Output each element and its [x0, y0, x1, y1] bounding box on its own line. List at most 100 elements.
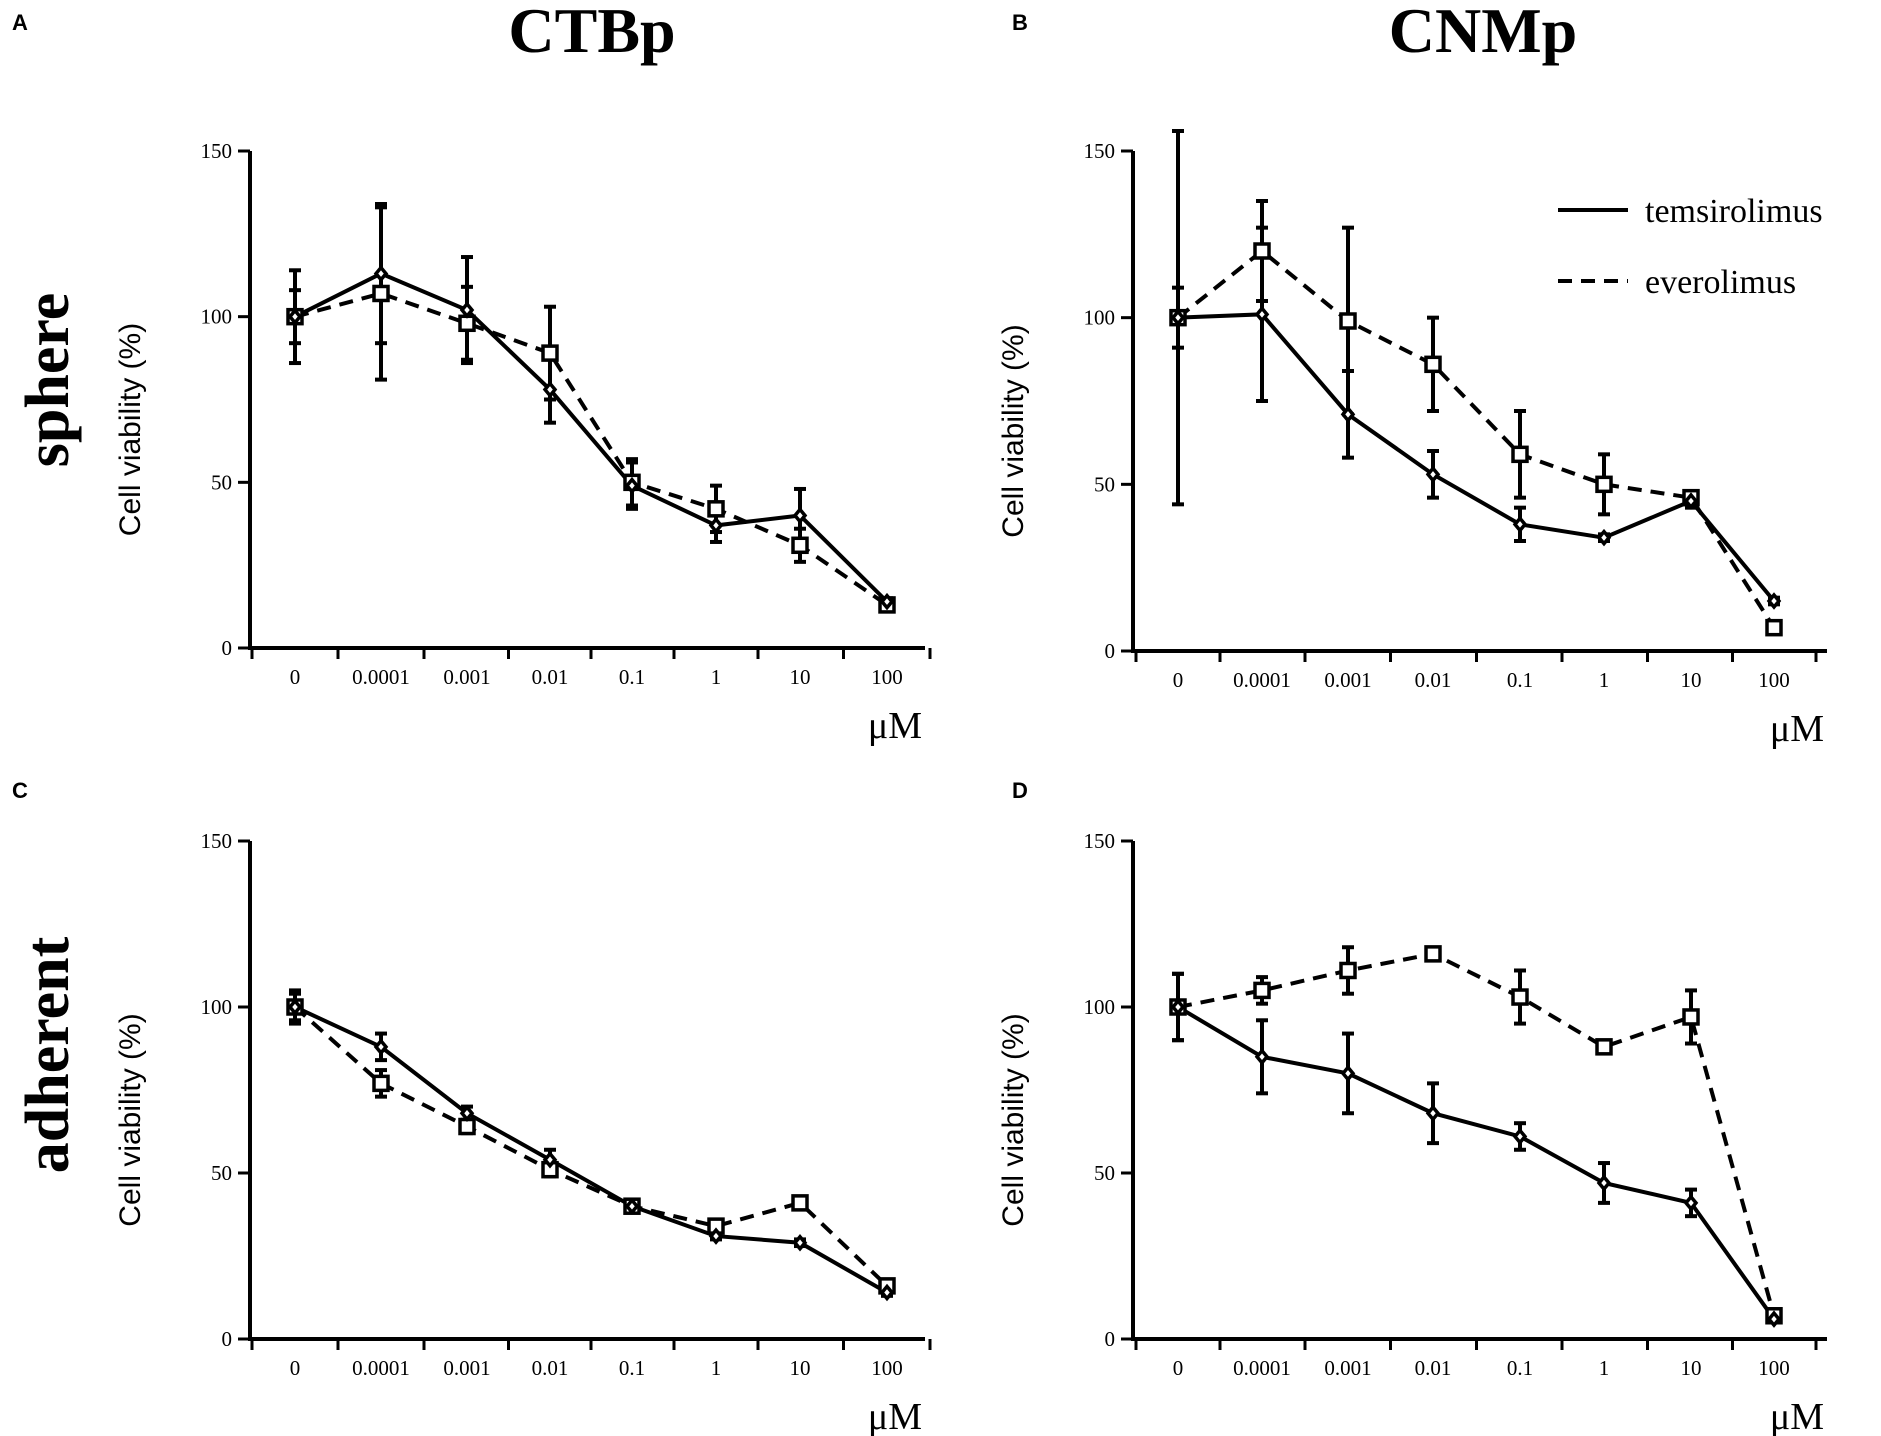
temsirolimus-point — [1340, 405, 1356, 424]
temsirolimus-point — [1512, 515, 1528, 534]
temsirolimus-point — [1170, 998, 1186, 1016]
x-tick-label: 0.001 — [443, 665, 490, 689]
y-tick-label: 100 — [201, 305, 233, 329]
row-label-adherent: adherent — [14, 936, 82, 1173]
y-tick-label: 0 — [222, 1327, 233, 1351]
x-tick-label: 100 — [871, 665, 903, 689]
y-tick-label: 150 — [1084, 139, 1116, 163]
x-tick-label: 0.0001 — [352, 1356, 410, 1380]
legend: temsirolimus everolimus — [1558, 193, 1823, 301]
everolimus-point — [1595, 1038, 1613, 1056]
x-tick-label: 10 — [1681, 668, 1702, 692]
y-tick-label: 50 — [1094, 1161, 1115, 1185]
everolimus-point — [1424, 355, 1442, 374]
y-tick-label: 150 — [1084, 829, 1116, 853]
x-tick-label: 0.1 — [1507, 1356, 1533, 1380]
y-axis-label: Cell viability (%) — [114, 1013, 147, 1226]
x-tick-label: 0.1 — [619, 1356, 645, 1380]
y-tick-label: 150 — [201, 139, 233, 163]
x-tick-label: 0.01 — [1415, 668, 1452, 692]
x-tick-label: 1 — [711, 1356, 722, 1380]
everolimus-point — [791, 1194, 809, 1212]
x-tick-label: 100 — [1758, 1356, 1790, 1380]
temsirolimus-point — [542, 1150, 558, 1169]
temsirolimus-point — [1766, 592, 1782, 610]
everolimus-point — [1424, 945, 1442, 963]
panel-letter: A — [12, 10, 28, 35]
y-tick-label: 0 — [1105, 639, 1116, 663]
y-tick-label: 100 — [1084, 306, 1116, 330]
x-tick-label: 1 — [711, 665, 722, 689]
x-tick-label: 0.0001 — [352, 665, 410, 689]
temsirolimus-point — [1425, 465, 1441, 484]
everolimus-point — [1682, 1008, 1700, 1026]
x-tick-label: 0 — [1173, 668, 1184, 692]
x-tick-label: 0.01 — [1415, 1356, 1452, 1380]
y-axis-label: Cell viability (%) — [114, 323, 147, 536]
temsirolimus-point — [1170, 308, 1186, 327]
everolimus-point — [707, 500, 725, 518]
x-tick-label: 0.01 — [532, 1356, 569, 1380]
y-tick-label: 50 — [211, 470, 232, 494]
everolimus-point — [1765, 618, 1783, 637]
x-tick-label: 0.1 — [619, 665, 645, 689]
everolimus-point — [791, 536, 809, 555]
temsirolimus-point — [624, 1197, 640, 1215]
panel-b-chart: B 0 50 100 150 0 0.0001 0.001 0.01 0.1 1 10 100 μM Cel… — [997, 10, 1827, 750]
everolimus-line — [1176, 248, 1776, 629]
column-title-cnmp: CNMp — [1389, 0, 1577, 66]
x-tick-label: 1 — [1599, 1356, 1610, 1380]
everolimus-point — [1511, 988, 1529, 1006]
x-tick-label: 0.0001 — [1233, 668, 1291, 692]
y-tick-label: 50 — [211, 1161, 232, 1185]
y-tick-label: 100 — [1084, 995, 1116, 1019]
everolimus-point — [372, 1074, 390, 1093]
everolimus-line — [294, 291, 889, 607]
panel-c-chart: C 0 50 100 150 0 0.0001 0.001 0.01 0.1 1 10 100 μM Cel… — [12, 778, 932, 1436]
temsirolimus-point — [1512, 1127, 1528, 1146]
temsirolimus-point — [1683, 1194, 1699, 1212]
x-tick-label: 0 — [290, 665, 301, 689]
x-axis-unit-label: μM — [868, 705, 922, 747]
everolimus-point — [372, 284, 390, 303]
temsirolimus-point — [459, 1104, 475, 1122]
temsirolimus-point — [792, 1233, 808, 1252]
x-axis-unit-label: μM — [1770, 1396, 1824, 1436]
x-tick-label: 10 — [790, 1356, 811, 1380]
everolimus-point — [1339, 312, 1357, 330]
y-tick-label: 0 — [222, 636, 233, 660]
x-axis-unit-label: μM — [1770, 708, 1824, 750]
temsirolimus-point — [1596, 1174, 1612, 1192]
y-tick-label: 100 — [201, 995, 233, 1019]
everolimus-point — [1339, 961, 1357, 980]
x-tick-label: 100 — [1758, 668, 1790, 692]
y-axis-label: Cell viability (%) — [997, 324, 1030, 537]
temsirolimus-line — [1177, 312, 1776, 603]
temsirolimus-point — [624, 476, 640, 495]
temsirolimus-point — [708, 516, 724, 535]
everolimus-point — [541, 344, 559, 362]
temsirolimus-line — [294, 271, 889, 604]
temsirolimus-point — [879, 592, 895, 611]
x-axis-unit-label: μM — [868, 1396, 922, 1436]
panel-d-chart: D 0 50 100 150 0 0.0001 0.001 0.01 0.1 1 10 100 μM Cel… — [997, 778, 1827, 1436]
temsirolimus-point — [459, 301, 475, 319]
x-tick-label: 10 — [1681, 1356, 1702, 1380]
panel-letter: B — [1012, 10, 1028, 35]
x-tick-label: 10 — [790, 665, 811, 689]
temsirolimus-point — [373, 264, 389, 283]
temsirolimus-point — [1340, 1064, 1356, 1083]
everolimus-point — [1253, 242, 1271, 260]
row-label-sphere: sphere — [14, 293, 82, 468]
temsirolimus-point — [1766, 1310, 1782, 1328]
legend-everolimus-label: everolimus — [1645, 264, 1796, 301]
x-tick-label: 0.001 — [1324, 1356, 1371, 1380]
temsirolimus-point — [1425, 1104, 1441, 1122]
temsirolimus-point — [1254, 1048, 1270, 1066]
panel-a-chart: A 0 50 100 150 0 0.0001 0.001 0.01 0.1 1 10 100 μM Cel… — [12, 10, 932, 747]
temsirolimus-point — [708, 1227, 724, 1245]
temsirolimus-point — [879, 1283, 895, 1302]
everolimus-point — [1511, 445, 1529, 464]
y-axis-label: Cell viability (%) — [997, 1013, 1030, 1226]
